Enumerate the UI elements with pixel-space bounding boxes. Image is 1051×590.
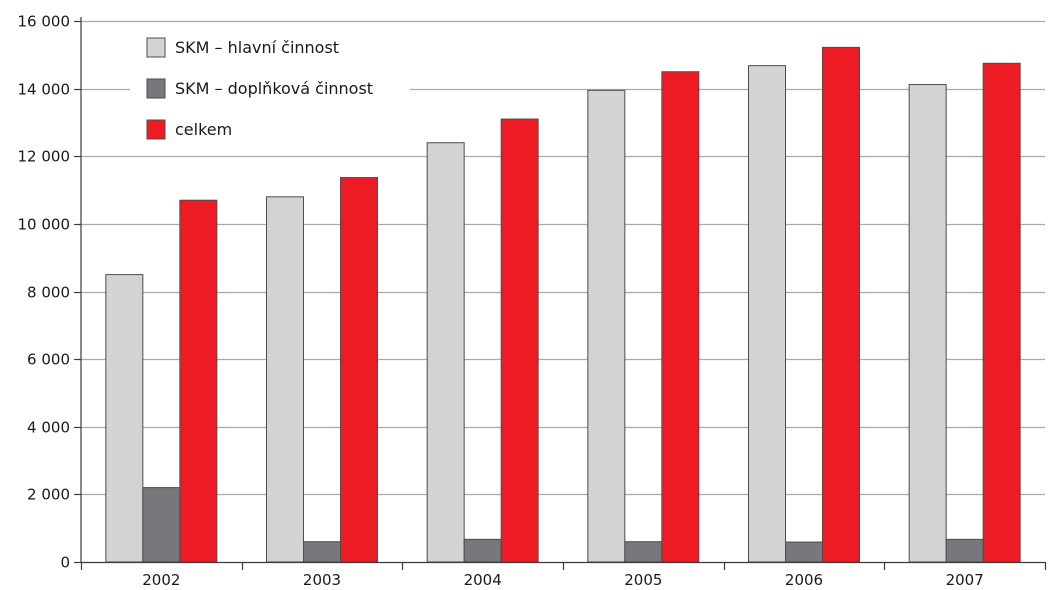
bar-2005-3: [661, 71, 700, 563]
legend-label-1: SKM – hlavní činnost: [175, 38, 339, 57]
y-tick-label-10000: 10 000: [18, 216, 71, 234]
bar-2004-1: [426, 142, 465, 563]
bar-2003-1: [266, 196, 304, 563]
legend-label-2: SKM – doplňková činnost: [175, 79, 373, 98]
x-tick-label-2005: 2005: [624, 571, 662, 589]
bar-2002-1: [105, 274, 144, 563]
y-tick-label-6000: 6 000: [27, 351, 70, 369]
x-tick-label-2007: 2007: [946, 571, 984, 589]
bar-2006-1: [748, 65, 786, 563]
legend: SKM – hlavní činnost SKM – doplňková činn…: [130, 28, 410, 154]
y-tick-label-4000: 4 000: [27, 419, 70, 437]
bar-2007-1: [908, 84, 947, 563]
bar-2005-1: [587, 89, 626, 563]
axes: 0 2 000 4 000 6 000 8 000 10 000 12 000 14 000 1…: [18, 13, 1047, 589]
bar-2002-2: [142, 487, 181, 563]
y-tick-label-12000: 12 000: [18, 148, 71, 166]
bar-2006-3: [822, 46, 860, 563]
legend-swatch-3: [146, 119, 166, 140]
x-tick-label-2004: 2004: [464, 571, 502, 589]
bar-2007-2: [945, 538, 984, 563]
bar-2003-2: [303, 541, 341, 563]
bars: [105, 46, 1021, 563]
bar-2005-2: [624, 541, 663, 563]
bar-2006-2: [785, 541, 823, 563]
y-tick-label-8000: 8 000: [27, 284, 70, 302]
bar-2002-3: [179, 199, 218, 563]
legend-swatch-1: [146, 37, 166, 58]
bar-2004-3: [500, 118, 539, 563]
legend-label-3: celkem: [175, 120, 232, 139]
y-tick-label-0: 0: [60, 554, 70, 572]
y-tick-label-16000: 16 000: [18, 13, 71, 31]
y-tick-label-14000: 14 000: [18, 81, 71, 99]
bar-2004-2: [463, 538, 502, 563]
bar-2003-3: [340, 177, 378, 563]
legend-swatch-2: [146, 78, 166, 99]
y-tick-label-2000: 2 000: [27, 486, 70, 504]
legend-background: [130, 28, 410, 154]
bar-2007-3: [982, 62, 1021, 563]
x-tick-label-2002: 2002: [142, 571, 180, 589]
x-tick-label-2003: 2003: [303, 571, 341, 589]
x-tick-label-2006: 2006: [785, 571, 823, 589]
